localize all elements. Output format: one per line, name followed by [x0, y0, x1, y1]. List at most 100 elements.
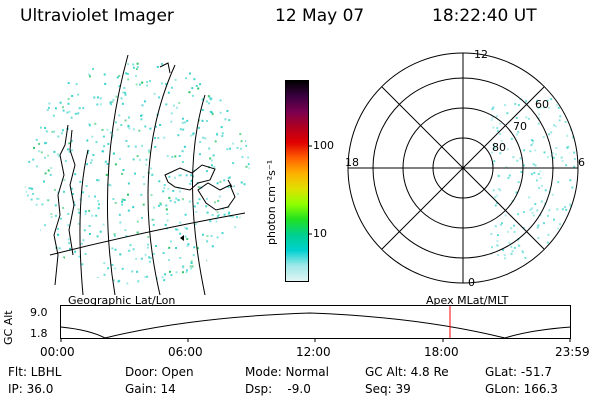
polar-dot	[539, 106, 542, 109]
geo-dot	[80, 242, 83, 245]
polar-dot	[506, 112, 509, 115]
geo-dot	[141, 216, 143, 219]
geo-dot	[101, 128, 104, 131]
geo-dot	[228, 211, 231, 214]
geo-dot	[167, 187, 170, 190]
geo-dot	[24, 107, 27, 110]
geo-dot	[39, 229, 41, 232]
polar-dot	[567, 232, 569, 235]
geo-dot	[58, 247, 61, 250]
geo-dot	[213, 76, 216, 79]
polar-dot	[565, 164, 568, 167]
geo-dot	[118, 85, 121, 88]
geo-dot	[58, 155, 61, 158]
geo-dot	[227, 177, 230, 180]
geo-dot	[130, 287, 132, 289]
geo-dot	[157, 137, 160, 139]
geo-dot	[129, 244, 132, 247]
alt-ytick-low: 1.8	[30, 327, 48, 340]
geo-dot	[125, 139, 128, 142]
geo-dot	[185, 227, 188, 230]
geo-dot	[252, 114, 254, 116]
geo-dot	[206, 120, 208, 122]
geo-dot	[47, 154, 50, 157]
polar-dot	[517, 181, 520, 184]
geo-dot	[140, 193, 143, 196]
geo-dot	[243, 183, 246, 186]
geo-dot	[245, 165, 248, 168]
polar-dot	[537, 237, 540, 240]
geo-dot	[132, 66, 135, 69]
geo-dot	[38, 80, 41, 83]
polar-dot	[582, 114, 584, 116]
geo-dot	[193, 78, 196, 81]
geo-dot	[119, 157, 121, 160]
alt-xtick-0600: 06:00	[168, 345, 203, 359]
geo-dot	[83, 229, 86, 232]
geo-dot	[20, 271, 22, 273]
polar-dot	[510, 245, 513, 248]
geo-dot	[185, 271, 188, 274]
geo-dot	[187, 243, 190, 246]
geo-dot	[252, 236, 254, 238]
geo-dot	[253, 154, 255, 156]
geo-dot	[120, 97, 123, 100]
geo-dot	[201, 119, 204, 122]
polar-dot	[519, 157, 522, 160]
geo-dot	[77, 208, 80, 211]
alt-xtick-1200: 12:00	[296, 345, 331, 359]
geo-dot	[99, 103, 102, 106]
geo-dot	[181, 121, 184, 124]
polar-dot	[550, 98, 553, 101]
geo-dot	[114, 121, 117, 124]
geo-dot	[44, 172, 47, 175]
geo-dot	[107, 143, 110, 145]
geo-dot	[121, 172, 124, 175]
geo-dot	[107, 183, 110, 186]
geo-dot	[28, 160, 31, 163]
geo-dot	[199, 83, 202, 86]
geo-dot	[243, 68, 246, 71]
geo-dot	[68, 110, 71, 113]
polar-dot	[496, 244, 499, 247]
geo-dot	[119, 221, 122, 224]
geo-dot	[163, 136, 166, 139]
geo-dot	[127, 145, 130, 148]
geo-dot	[216, 182, 219, 185]
geo-dot	[103, 282, 106, 285]
geo-dot	[165, 83, 167, 86]
geo-dot	[136, 231, 139, 234]
polar-dot	[573, 254, 576, 257]
geo-dot	[208, 79, 211, 82]
polar-dot	[491, 116, 494, 119]
geo-dot	[127, 193, 129, 196]
polar-dot	[536, 226, 539, 229]
polar-dot	[503, 254, 506, 257]
geo-dot	[150, 257, 153, 260]
geo-dot	[60, 260, 63, 262]
geo-dot	[249, 81, 250, 84]
geo-dot	[63, 190, 65, 193]
polar-dot	[588, 162, 590, 164]
geo-dot	[238, 56, 240, 58]
polar-dot	[537, 117, 540, 120]
geo-dot	[86, 151, 89, 154]
polar-dot	[523, 149, 526, 152]
geo-dot	[162, 252, 165, 254]
geo-dot	[24, 190, 27, 193]
geo-dot	[149, 127, 152, 130]
polar-dot	[533, 171, 536, 174]
geo-dot	[75, 83, 78, 86]
polar-dot	[517, 239, 520, 242]
geo-dot	[45, 65, 48, 68]
geo-dot	[209, 220, 212, 223]
geo-dot	[70, 149, 73, 152]
polar-dot	[530, 173, 533, 176]
geo-dot	[134, 172, 136, 175]
polar-dot	[559, 244, 562, 246]
geo-dot	[50, 213, 53, 215]
geo-dot	[175, 247, 177, 249]
geo-dot	[165, 103, 168, 106]
geo-dot	[48, 75, 51, 78]
geo-dot	[168, 259, 170, 262]
